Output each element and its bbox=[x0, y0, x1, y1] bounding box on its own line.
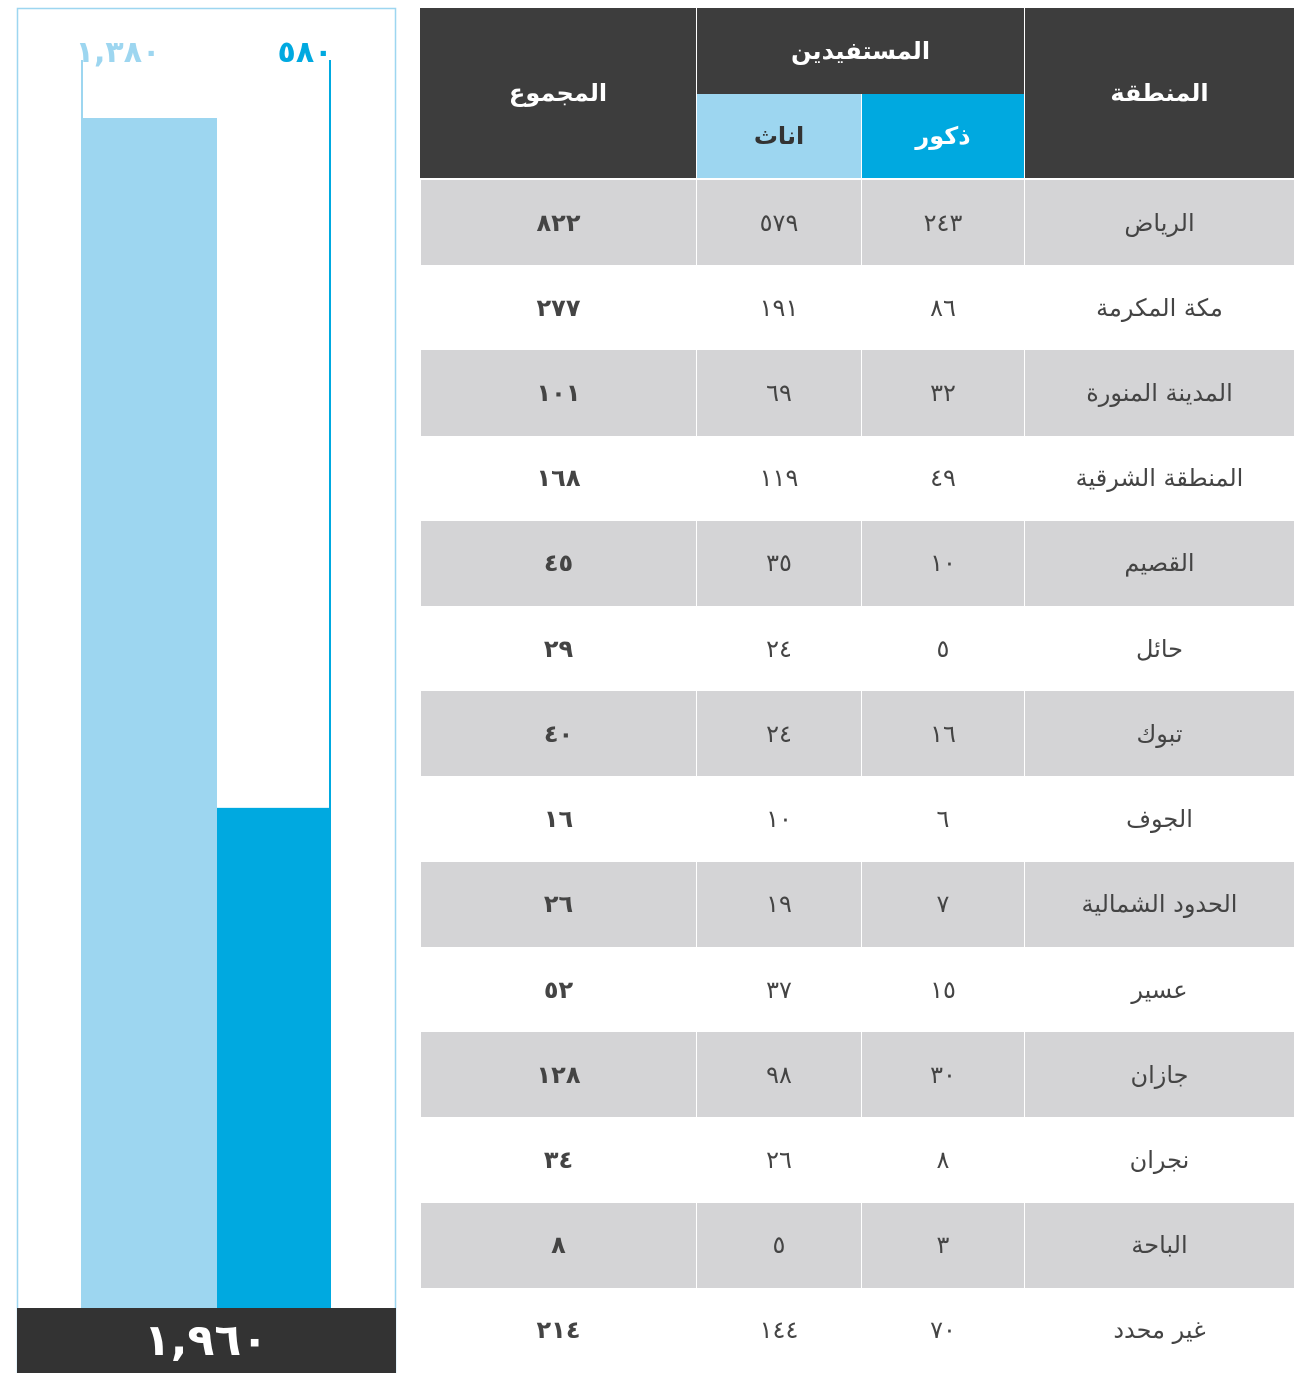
total-cell: ٥٢ bbox=[420, 946, 696, 1033]
region-cell: مكة المكرمة bbox=[1024, 265, 1294, 351]
male-cell: ٣ bbox=[861, 1202, 1024, 1288]
female-cell: ٦٩ bbox=[696, 350, 861, 436]
total-cell: ٤٥ bbox=[420, 520, 696, 607]
region-cell: المدينة المنورة bbox=[1024, 350, 1294, 436]
female-cell: ١٩ bbox=[696, 861, 861, 947]
total-cell: ٢٩ bbox=[420, 606, 696, 692]
total-cell: ٨ bbox=[420, 1202, 696, 1288]
region-cell: الباحة bbox=[1024, 1202, 1294, 1288]
total-bar bbox=[17, 1308, 396, 1373]
female-cell: ٥ bbox=[696, 1202, 861, 1288]
region-cell: الجوف bbox=[1024, 776, 1294, 862]
male-cell: ١٥ bbox=[861, 946, 1024, 1033]
female-cell: ٥٧٩ bbox=[696, 180, 861, 266]
male-cell: ٥ bbox=[861, 606, 1024, 692]
male-cell: ٢٤٣ bbox=[861, 180, 1024, 266]
region-cell: الرياض bbox=[1024, 180, 1294, 266]
region-cell: تبوك bbox=[1024, 691, 1294, 777]
female-cell: ١٠ bbox=[696, 776, 861, 862]
total-cell: ١٦٨ bbox=[420, 435, 696, 521]
region-cell: المنطقة الشرقية bbox=[1024, 435, 1294, 521]
header-beneficiaries: المستفيدين bbox=[696, 8, 1024, 94]
value-label: ١,٣٨٠ bbox=[76, 35, 161, 70]
region-cell: عسير bbox=[1024, 946, 1294, 1033]
female-cell: ٩٨ bbox=[696, 1032, 861, 1118]
male-cell: ٨٦ bbox=[861, 265, 1024, 351]
female-cell: ٣٧ bbox=[696, 946, 861, 1033]
male-cell: ٣٠ bbox=[861, 1032, 1024, 1118]
region-cell: الحدود الشمالية bbox=[1024, 861, 1294, 947]
region-cell: القصيم bbox=[1024, 520, 1294, 607]
female-cell: ٢٤ bbox=[696, 606, 861, 692]
total-label: ١,٩٦٠ bbox=[144, 1315, 268, 1366]
total-cell: ٢٧٧ bbox=[420, 265, 696, 351]
male-cell: ٣٢ bbox=[861, 350, 1024, 436]
bar bbox=[82, 118, 217, 1308]
region-cell: غير محدد bbox=[1024, 1287, 1294, 1373]
header-total: المجموع bbox=[420, 8, 696, 178]
side-chart: ١,٣٨٠ ٥٨٠ ١,٩٦٠ bbox=[16, 7, 397, 1373]
male-cell: ٤٩ bbox=[861, 435, 1024, 521]
header-male: ذكور bbox=[861, 94, 1024, 178]
total-cell: ٢٦ bbox=[420, 861, 696, 947]
total-cell: ٨٢٢ bbox=[420, 180, 696, 266]
total-cell: ٣٤ bbox=[420, 1117, 696, 1203]
region-cell: نجران bbox=[1024, 1117, 1294, 1203]
bar bbox=[217, 807, 330, 1308]
value-label: ٥٨٠ bbox=[278, 35, 333, 70]
female-cell: ١١٩ bbox=[696, 435, 861, 521]
male-cell: ٨ bbox=[861, 1117, 1024, 1203]
male-cell: ٦ bbox=[861, 776, 1024, 862]
region-cell: جازان bbox=[1024, 1032, 1294, 1118]
male-cell: ١٦ bbox=[861, 691, 1024, 777]
male-cell: ١٠ bbox=[861, 520, 1024, 607]
female-cell: ٣٥ bbox=[696, 520, 861, 607]
header-female: اناث bbox=[696, 94, 861, 178]
female-cell: ٢٤ bbox=[696, 691, 861, 777]
total-cell: ٤٠ bbox=[420, 691, 696, 777]
male-cell: ٧ bbox=[861, 861, 1024, 947]
female-cell: ٢٦ bbox=[696, 1117, 861, 1203]
region-cell: حائل bbox=[1024, 606, 1294, 692]
total-cell: ٢١٤ bbox=[420, 1287, 696, 1373]
female-cell: ١٩١ bbox=[696, 265, 861, 351]
total-cell: ١٦ bbox=[420, 776, 696, 862]
header-region: المنطقة bbox=[1024, 8, 1294, 178]
female-cell: ١٤٤ bbox=[696, 1287, 861, 1373]
total-cell: ١٢٨ bbox=[420, 1032, 696, 1118]
total-cell: ١٠١ bbox=[420, 350, 696, 436]
male-cell: ٧٠ bbox=[861, 1287, 1024, 1373]
